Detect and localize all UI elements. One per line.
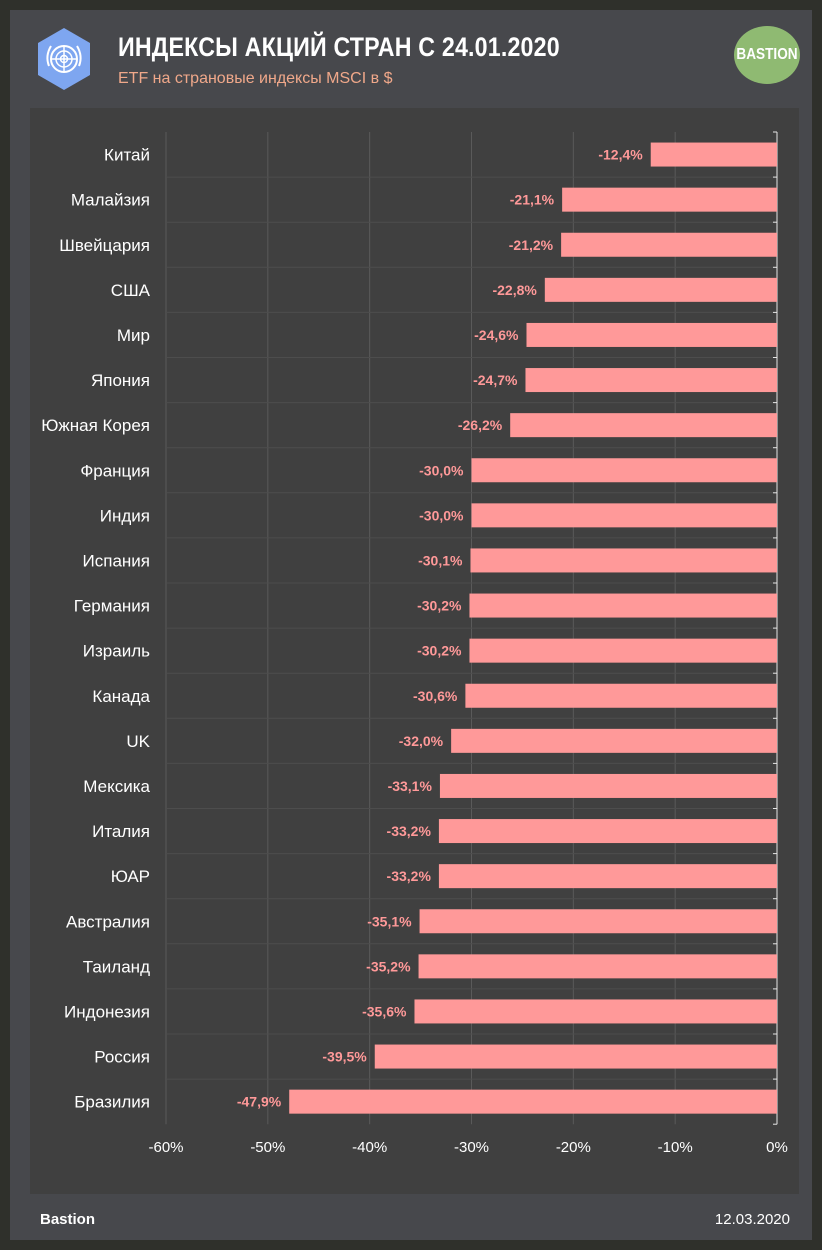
bar bbox=[562, 187, 777, 212]
category-label: США bbox=[111, 281, 151, 300]
category-label: Индия bbox=[100, 506, 150, 525]
data-label: -35,6% bbox=[362, 1003, 407, 1019]
data-label: -30,2% bbox=[417, 643, 462, 659]
bar bbox=[465, 683, 777, 708]
bar bbox=[544, 277, 777, 302]
data-label: -24,7% bbox=[473, 372, 518, 388]
page-title: ИНДЕКСЫ АКЦИЙ СТРАН С 24.01.2020 bbox=[118, 32, 560, 62]
bar bbox=[414, 999, 777, 1024]
category-label: Израиль bbox=[83, 642, 150, 661]
x-tick-label: -30% bbox=[454, 1139, 489, 1156]
data-label: -26,2% bbox=[458, 417, 503, 433]
x-tick-label: -40% bbox=[352, 1139, 387, 1156]
data-label: -33,2% bbox=[387, 868, 432, 884]
bar bbox=[526, 322, 777, 347]
data-label: -21,1% bbox=[510, 192, 555, 208]
bar bbox=[419, 909, 777, 934]
category-label: Малайзия bbox=[71, 191, 150, 210]
data-label: -12,4% bbox=[598, 147, 643, 163]
bar bbox=[650, 142, 777, 167]
badge-label: BASTION bbox=[736, 46, 798, 63]
category-label: Германия bbox=[74, 597, 150, 616]
x-tick-label: -10% bbox=[658, 1139, 693, 1156]
category-label: Южная Корея bbox=[41, 416, 150, 435]
footer-source: Bastion bbox=[40, 1211, 96, 1228]
un-emblem-icon bbox=[38, 28, 90, 90]
bar bbox=[438, 864, 777, 889]
x-tick-label: -50% bbox=[250, 1139, 285, 1156]
bar bbox=[470, 548, 777, 573]
data-label: -35,2% bbox=[366, 958, 411, 974]
bar bbox=[451, 728, 777, 753]
category-label: Мир bbox=[117, 326, 150, 345]
data-label: -32,0% bbox=[399, 733, 444, 749]
x-tick-label: -20% bbox=[556, 1139, 591, 1156]
category-label: Индонезия bbox=[64, 1002, 150, 1021]
bastion-badge: BASTION bbox=[734, 26, 800, 84]
bar bbox=[510, 413, 777, 438]
category-label: Бразилия bbox=[74, 1093, 150, 1112]
category-label: UK bbox=[126, 732, 150, 751]
category-label: ЮАР bbox=[111, 867, 150, 886]
bar bbox=[525, 368, 777, 393]
bar bbox=[418, 954, 777, 979]
x-tick-label: -60% bbox=[148, 1139, 183, 1156]
bar bbox=[471, 458, 777, 483]
category-label: Таиланд bbox=[83, 957, 150, 976]
page-subtitle: ETF на страновые индексы MSCI в $ bbox=[118, 70, 393, 87]
data-label: -33,2% bbox=[387, 823, 432, 839]
data-label: -33,1% bbox=[388, 778, 433, 794]
data-label: -24,6% bbox=[474, 327, 519, 343]
bar bbox=[439, 773, 777, 798]
category-label: Мексика bbox=[83, 777, 150, 796]
category-label: Швейцария bbox=[59, 236, 150, 255]
footer-date: 12.03.2020 bbox=[714, 1211, 790, 1228]
category-label: Китай bbox=[104, 146, 150, 165]
category-label: Япония bbox=[91, 371, 150, 390]
category-label: Италия bbox=[92, 822, 150, 841]
data-label: -30,0% bbox=[419, 462, 464, 478]
data-label: -30,0% bbox=[419, 507, 464, 523]
data-label: -39,5% bbox=[322, 1049, 367, 1065]
data-label: -30,6% bbox=[413, 688, 458, 704]
bar bbox=[471, 503, 777, 528]
data-label: -30,2% bbox=[417, 598, 462, 614]
category-label: Франция bbox=[80, 461, 150, 480]
category-label: Россия bbox=[94, 1048, 150, 1067]
bar bbox=[289, 1089, 777, 1114]
data-label: -21,2% bbox=[509, 237, 554, 253]
data-label: -22,8% bbox=[492, 282, 537, 298]
bar bbox=[374, 1044, 777, 1069]
x-tick-label: 0% bbox=[766, 1139, 788, 1156]
bar bbox=[469, 638, 777, 663]
category-label: Испания bbox=[83, 551, 150, 570]
category-label: Канада bbox=[92, 687, 150, 706]
bar bbox=[438, 819, 777, 844]
bar bbox=[469, 593, 777, 618]
data-label: -30,1% bbox=[418, 552, 463, 568]
bar bbox=[561, 232, 777, 257]
data-label: -47,9% bbox=[237, 1094, 282, 1110]
category-label: Австралия bbox=[66, 912, 150, 931]
data-label: -35,1% bbox=[367, 913, 412, 929]
